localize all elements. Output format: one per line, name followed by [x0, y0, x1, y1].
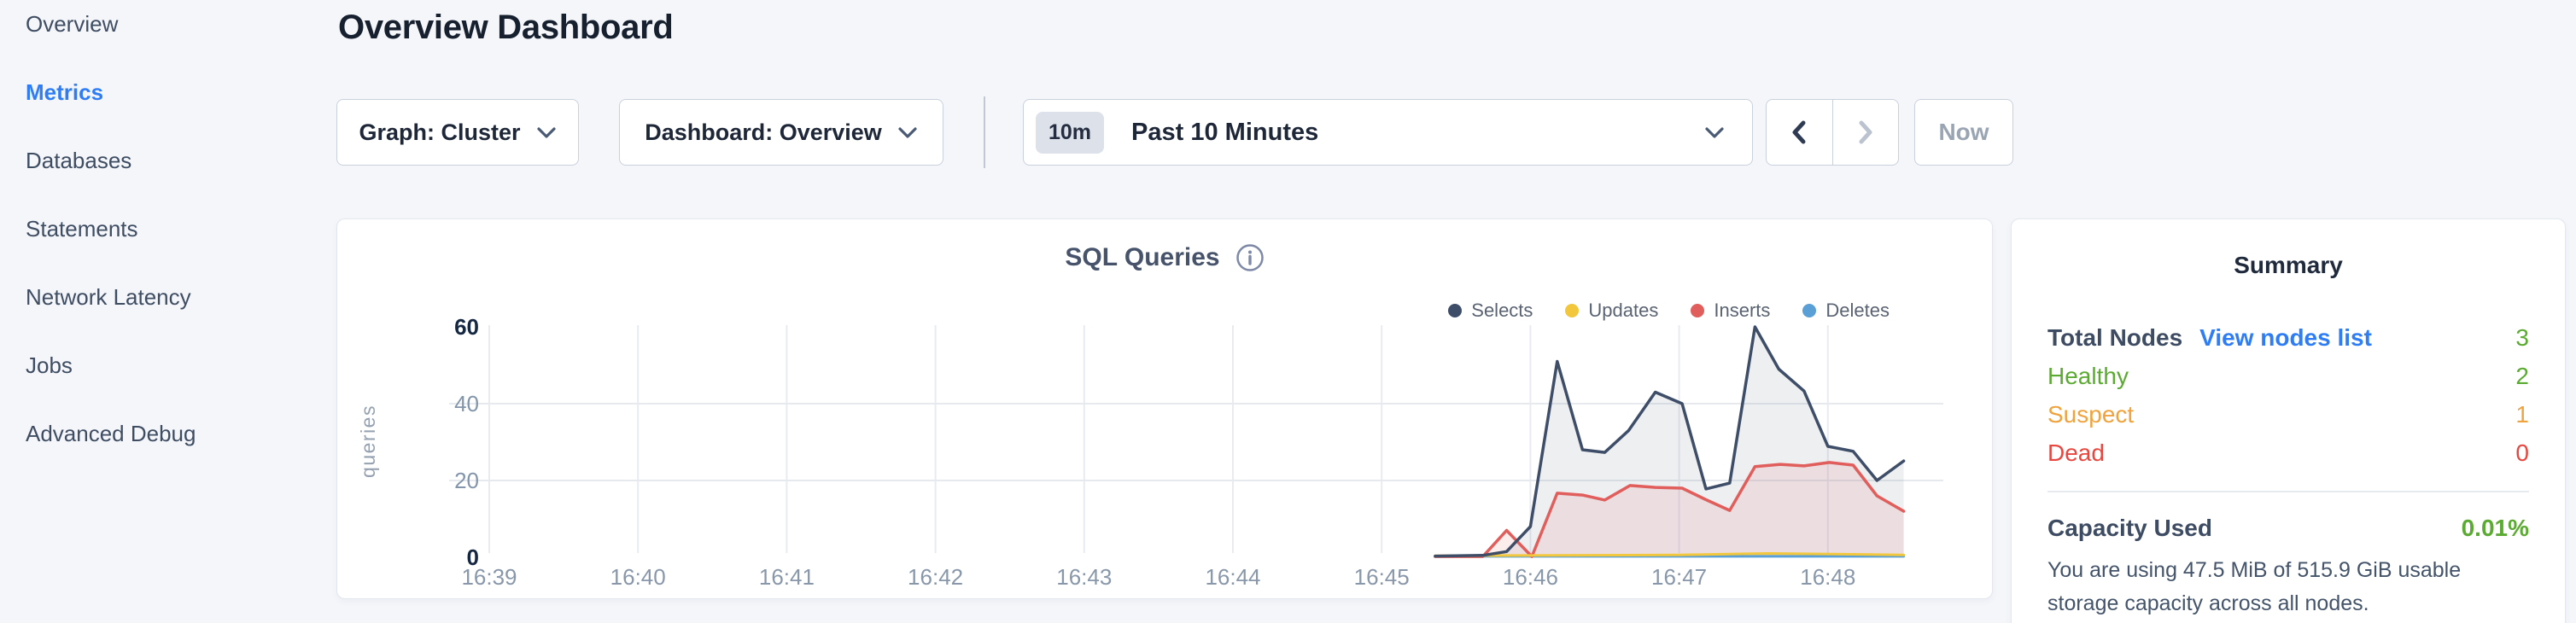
sidebar-item-network-latency[interactable]: Network Latency	[26, 283, 191, 310]
capacity-used-label: Capacity Used	[2047, 515, 2212, 541]
legend-dot-deletes	[1802, 304, 1817, 317]
legend-label: Selects	[1471, 300, 1533, 321]
prev-time-button[interactable]	[1767, 100, 1832, 165]
y-axis-tick: 40	[454, 391, 479, 416]
sql-queries-plot[interactable]: 0 20 40 60 16:39 16:40 16:41 16:42 16:43 16:44 16:…	[337, 219, 1994, 600]
legend-dot-updates	[1565, 304, 1580, 317]
sidebar: Overview Metrics Databases Statements Networ…	[0, 0, 329, 478]
next-time-button[interactable]	[1831, 100, 1899, 165]
sidebar-item-metrics[interactable]: Metrics	[26, 79, 104, 105]
x-axis-tick: 16:47	[1651, 564, 1707, 590]
total-nodes-row: Total Nodes View nodes list 3	[2047, 318, 2529, 357]
series-line-updates	[1434, 552, 1906, 557]
node-status-value: 1	[2515, 400, 2529, 428]
capacity-used-row: Capacity Used 0.01%	[2047, 515, 2529, 542]
legend-item-inserts[interactable]: Inserts	[1691, 300, 1770, 322]
node-status-row-dead: Dead 0	[2047, 434, 2529, 472]
summary-divider	[2047, 491, 2529, 492]
total-nodes-value: 3	[2515, 323, 2529, 351]
node-status-value: 2	[2515, 362, 2529, 389]
now-button[interactable]: Now	[1914, 99, 2013, 166]
node-status-value: 0	[2515, 439, 2529, 466]
legend-item-deletes[interactable]: Deletes	[1802, 300, 1890, 322]
dashboard-dropdown-label: Dashboard: Overview	[645, 119, 882, 145]
time-range-badge: 10m	[1036, 111, 1105, 154]
x-axis-tick: 16:42	[908, 564, 963, 590]
info-icon[interactable]	[1235, 243, 1265, 272]
sidebar-item-advanced-debug[interactable]: Advanced Debug	[26, 420, 196, 446]
node-status-row-healthy: Healthy 2	[2047, 357, 2529, 395]
node-status-label: Suspect	[2047, 400, 2135, 428]
x-axis-tick: 16:48	[1800, 564, 1855, 590]
chevron-down-icon	[898, 126, 917, 138]
x-axis-tick: 16:46	[1503, 564, 1558, 590]
legend-label: Updates	[1588, 300, 1659, 321]
x-axis-tick: 16:44	[1205, 564, 1260, 590]
capacity-used-value: 0.01%	[2461, 515, 2529, 541]
chevron-right-icon	[1859, 120, 1872, 144]
series-area-inserts	[1434, 462, 1904, 557]
x-axis-tick: 16:40	[610, 564, 666, 590]
legend-label: Deletes	[1825, 300, 1890, 321]
sidebar-item-databases[interactable]: Databases	[26, 147, 132, 173]
y-axis-tick: 20	[454, 468, 479, 493]
summary-title: Summary	[2234, 252, 2343, 278]
total-nodes-label: Total Nodes	[2047, 323, 2183, 351]
y-axis-label: queries	[357, 405, 379, 478]
x-axis-tick: 16:39	[461, 564, 517, 590]
legend-dot-inserts	[1691, 304, 1705, 317]
graph-dropdown-label: Graph: Cluster	[359, 119, 521, 145]
sidebar-item-jobs[interactable]: Jobs	[26, 352, 73, 378]
time-range-label: Past 10 Minutes	[1131, 118, 1319, 146]
sidebar-item-overview[interactable]: Overview	[26, 10, 119, 37]
time-step-buttons	[1766, 99, 1899, 166]
legend-item-updates[interactable]: Updates	[1565, 300, 1658, 322]
node-status-label: Dead	[2047, 439, 2105, 466]
legend-label: Inserts	[1714, 300, 1771, 321]
x-axis-tick: 16:45	[1354, 564, 1410, 590]
controls-bar: Graph: Cluster Dashboard: Overview 10m P…	[336, 96, 2044, 168]
sidebar-item-statements[interactable]: Statements	[26, 215, 138, 242]
sql-queries-chart-card: 0 20 40 60 16:39 16:40 16:41 16:42 16:43 16:44 16:…	[336, 218, 1993, 599]
chevron-left-icon	[1792, 120, 1806, 144]
y-axis-tick: 60	[454, 314, 479, 340]
x-axis-tick: 16:41	[759, 564, 815, 590]
view-nodes-list-link[interactable]: View nodes list	[2199, 323, 2372, 351]
page-title: Overview Dashboard	[338, 9, 674, 46]
graph-dropdown[interactable]: Graph: Cluster	[336, 99, 579, 166]
summary-panel: Summary Total Nodes View nodes list 3 He…	[2011, 218, 2566, 623]
time-range-picker[interactable]: 10m Past 10 Minutes	[1023, 99, 1753, 166]
chart-title: SQL Queries	[1065, 243, 1220, 271]
legend-dot-selects	[1448, 304, 1463, 317]
capacity-description: You are using 47.5 MiB of 515.9 GiB usab…	[2047, 558, 2462, 615]
chevron-down-icon	[1705, 126, 1724, 138]
node-status-row-suspect: Suspect 1	[2047, 395, 2529, 434]
controls-divider	[984, 96, 985, 168]
chart-legend: Selects Updates Inserts Deletes	[1448, 300, 1890, 322]
series-area-selects	[1434, 327, 1904, 557]
x-axis-tick: 16:43	[1056, 564, 1112, 590]
legend-item-selects[interactable]: Selects	[1448, 300, 1533, 322]
chevron-down-icon	[536, 126, 556, 138]
dashboard-dropdown[interactable]: Dashboard: Overview	[619, 99, 943, 166]
y-axis-tick: 0	[467, 544, 479, 570]
series-line-selects	[1434, 325, 1906, 558]
node-status-label: Healthy	[2047, 362, 2129, 389]
